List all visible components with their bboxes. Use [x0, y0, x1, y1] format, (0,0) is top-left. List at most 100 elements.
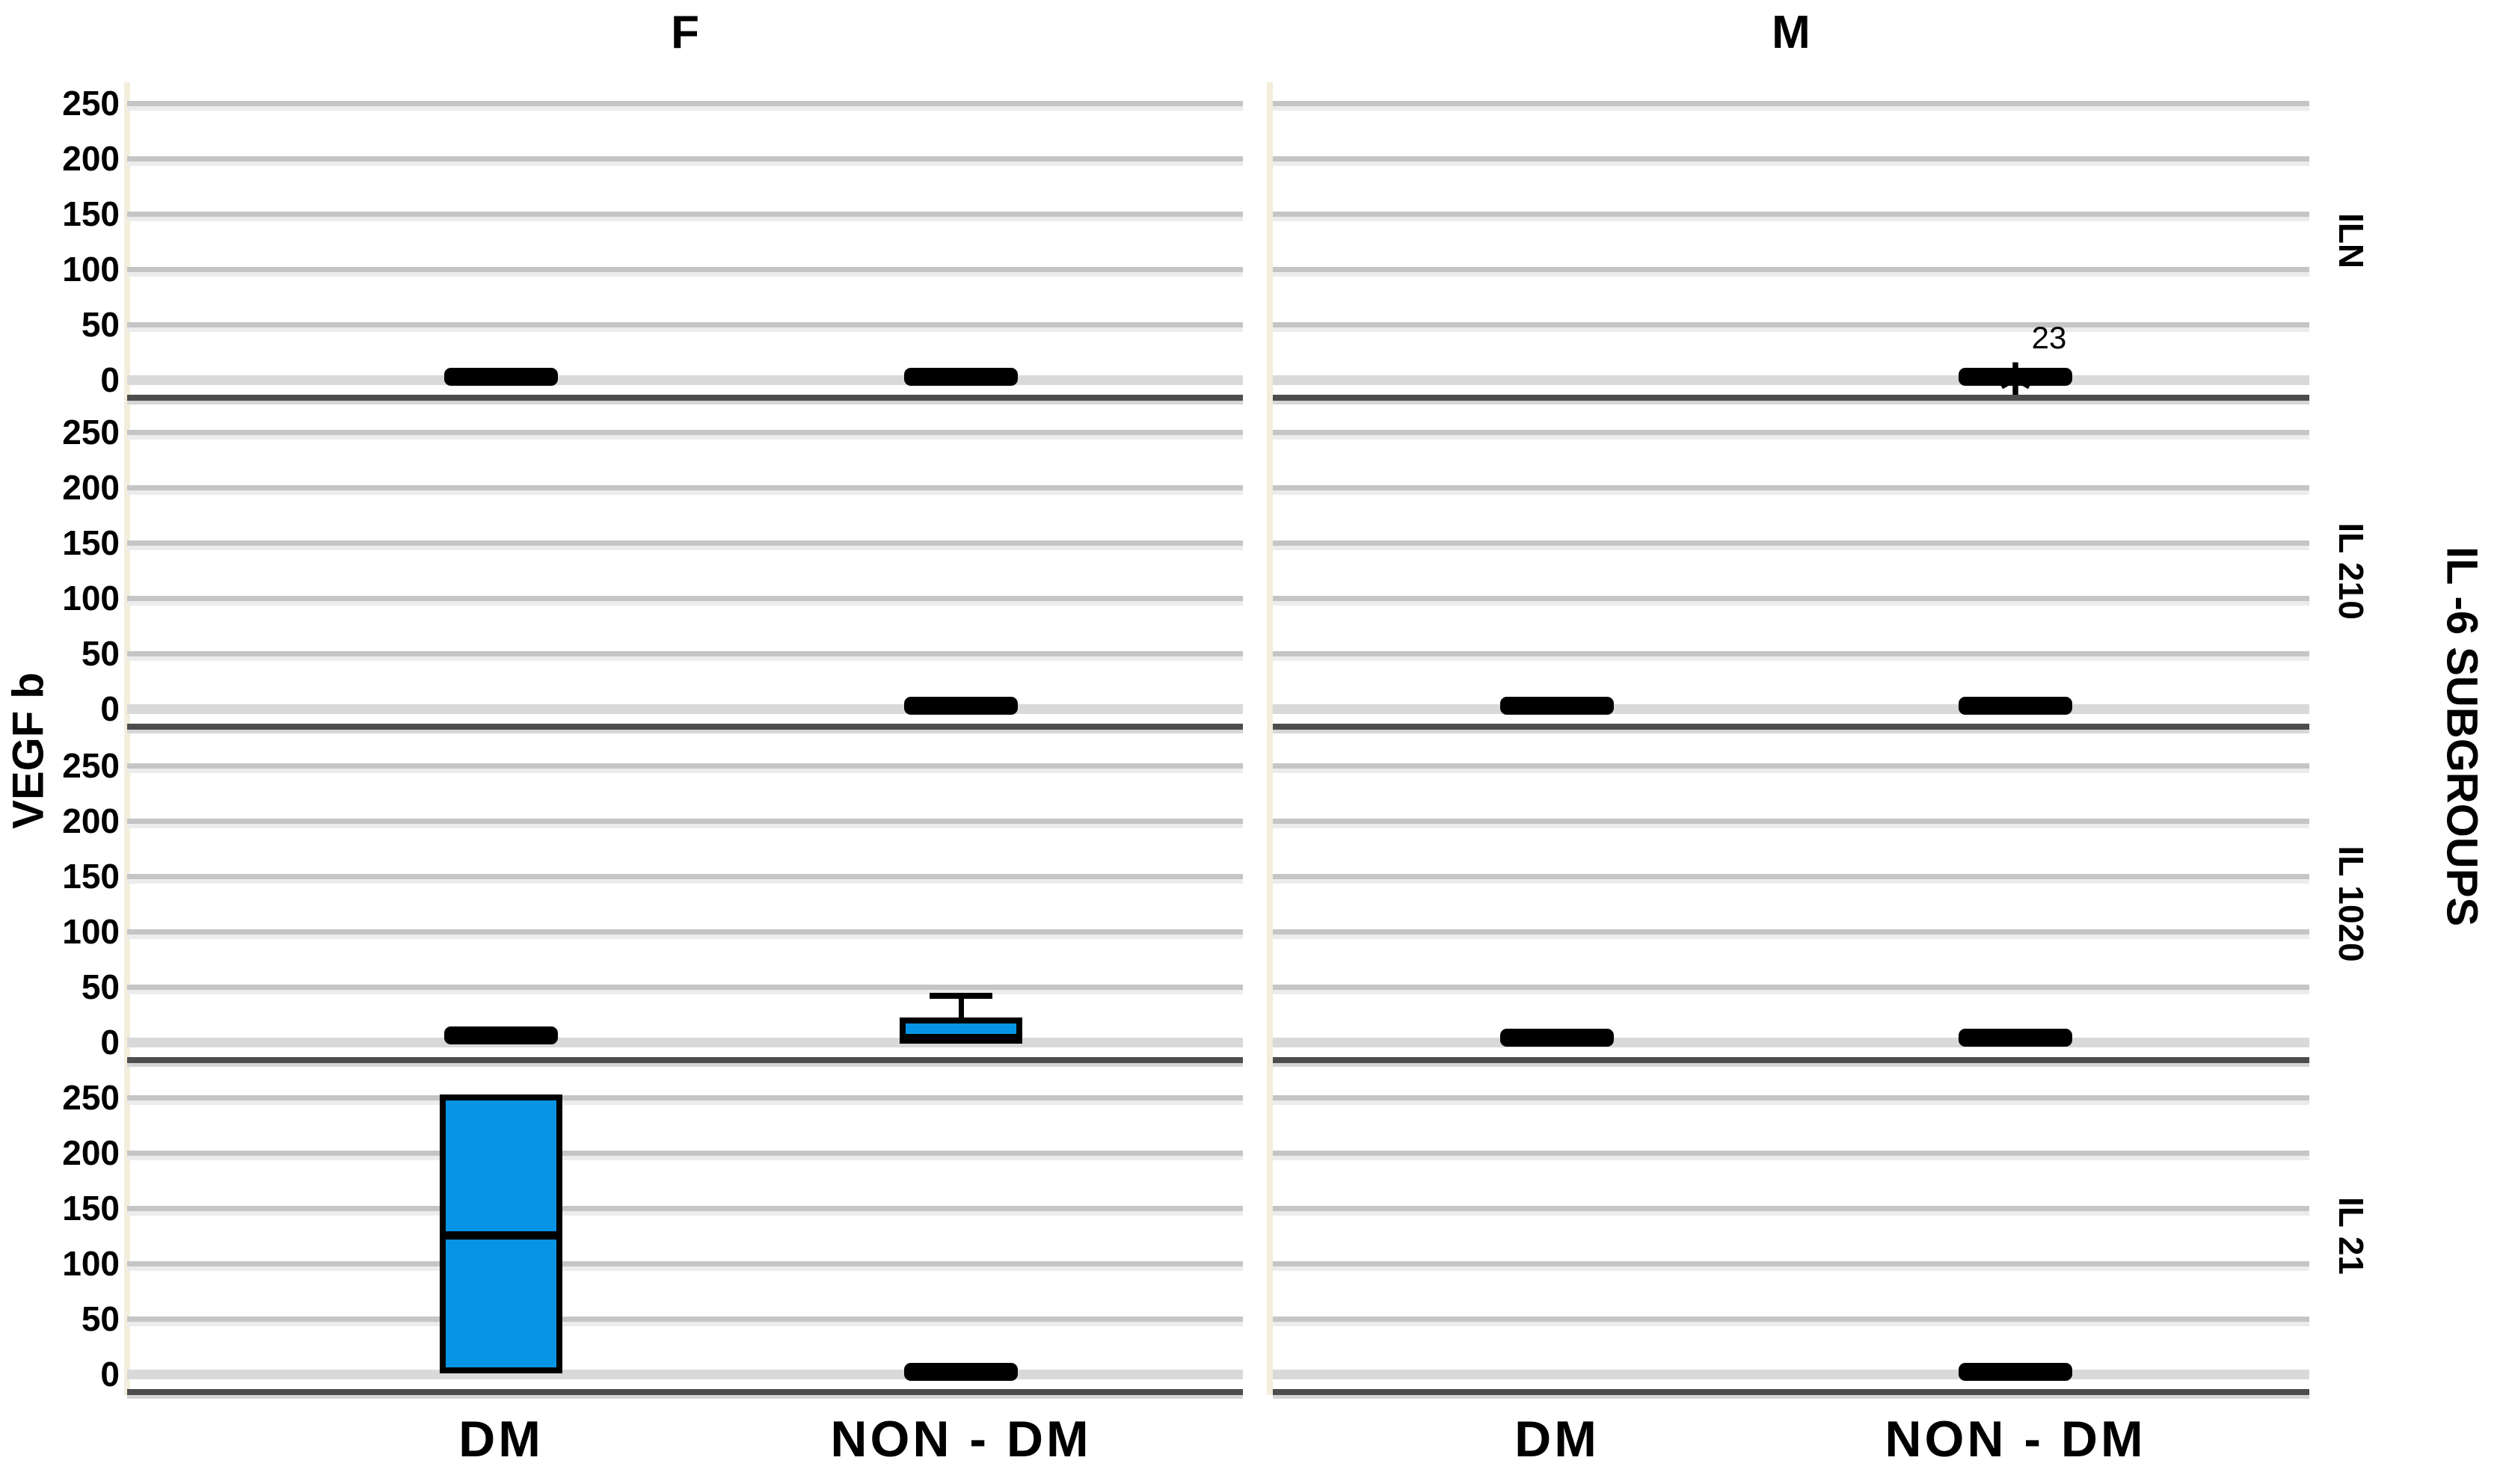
y-tick-label: 0	[100, 360, 120, 399]
upper-whisker	[959, 995, 964, 1018]
y-tick-label: 200	[62, 468, 120, 507]
x-axis-line	[1273, 1057, 2309, 1063]
panel-divider	[1267, 82, 1273, 1395]
boxplot-collapsed-box	[904, 367, 1018, 386]
gridline	[1273, 596, 2309, 601]
gridline	[1273, 485, 2309, 490]
zero-gridline	[127, 1370, 1243, 1379]
boxplot-collapsed-box	[1959, 1363, 2072, 1382]
y-tick-label: 100	[62, 250, 120, 289]
x-axis-line	[127, 395, 1243, 401]
gridline	[127, 929, 1243, 935]
zero-gridline	[127, 704, 1243, 714]
gridline	[127, 322, 1243, 327]
boxplot-collapsed-box	[1959, 696, 2072, 715]
column-facet-label-m: M	[1772, 7, 1811, 58]
gridline	[127, 819, 1243, 824]
y-tick-label: 250	[62, 413, 120, 452]
y-tick-label: 0	[100, 1023, 120, 1062]
column-facet-label-f: F	[671, 7, 699, 58]
x-category-label: NON - DM	[1885, 1411, 2146, 1468]
y-tick-label: 250	[62, 84, 120, 123]
row-facet-label-text: IL 210	[2332, 523, 2371, 620]
x-axis-line	[127, 1389, 1243, 1395]
y-tick-label: 100	[62, 1244, 120, 1283]
gridline	[1273, 1261, 2309, 1266]
x-category-label: NON - DM	[830, 1411, 1092, 1468]
boxplot-collapsed-box	[444, 1026, 558, 1045]
y-axis-baseline	[124, 82, 130, 1395]
gridline	[127, 596, 1243, 601]
zero-gridline	[1273, 1370, 2309, 1379]
y-tick-label: 100	[62, 579, 120, 618]
row-facet-label-text: ILN	[2332, 212, 2371, 269]
boxplot-collapsed-box	[904, 696, 1018, 715]
boxplot-collapsed-box	[444, 367, 558, 386]
y-tick-label: 100	[62, 912, 120, 951]
gridline	[1273, 985, 2309, 990]
y-tick-label: 150	[62, 523, 120, 562]
zero-gridline	[1273, 704, 2309, 714]
gridline	[127, 985, 1243, 990]
median-line	[900, 1035, 1022, 1044]
y-tick-label: 200	[62, 1133, 120, 1172]
x-axis-line	[1273, 395, 2309, 401]
gridline	[1273, 430, 2309, 435]
gridline	[127, 1151, 1243, 1156]
y-tick-label: 50	[81, 1299, 120, 1338]
y-tick-label: 50	[81, 967, 120, 1006]
boxplot-collapsed-box	[1959, 367, 2072, 386]
zero-gridline	[1273, 1038, 2309, 1047]
row-facet-label-text: IL 21	[2332, 1197, 2371, 1275]
gridline	[127, 1261, 1243, 1266]
outlier-marker: ∗	[1994, 348, 2036, 404]
gridline	[127, 651, 1243, 656]
gridline	[127, 101, 1243, 106]
gridline	[1273, 651, 2309, 656]
boxplot-collapsed-box	[1959, 1029, 2072, 1047]
gridline	[1273, 1317, 2309, 1322]
median-line	[440, 1231, 562, 1240]
gridline	[1273, 1206, 2309, 1211]
gridline	[127, 430, 1243, 435]
gridline	[1273, 1095, 2309, 1100]
y-tick-label: 150	[62, 1189, 120, 1228]
x-category-label: DM	[458, 1411, 544, 1468]
x-axis-line	[127, 1057, 1243, 1063]
boxplot-collapsed-box	[904, 1363, 1018, 1382]
gridline	[127, 156, 1243, 161]
gridline	[1273, 929, 2309, 935]
outlier-label: 23	[2031, 320, 2067, 355]
zero-gridline	[127, 1038, 1243, 1047]
y-tick-label: 0	[100, 1355, 120, 1394]
gridline	[127, 874, 1243, 879]
gridline	[1273, 267, 2309, 272]
gridline	[127, 763, 1243, 769]
gridline	[1273, 322, 2309, 327]
gridline	[1273, 819, 2309, 824]
boxplot-collapsed-box	[1500, 1029, 1614, 1047]
y-tick-label: 50	[81, 305, 120, 344]
gridline	[127, 1317, 1243, 1322]
y-tick-label: 150	[62, 857, 120, 896]
y-tick-label: 200	[62, 139, 120, 178]
x-axis-line	[127, 724, 1243, 730]
gridline	[127, 485, 1243, 490]
gridline	[127, 541, 1243, 546]
gridline	[1273, 1151, 2309, 1156]
gridline	[127, 1206, 1243, 1211]
gridline	[127, 267, 1243, 272]
y-tick-label: 0	[100, 689, 120, 728]
upper-whisker-cap	[930, 992, 992, 999]
y-tick-label: 200	[62, 801, 120, 840]
x-category-label: DM	[1514, 1411, 1600, 1468]
gridline	[1273, 874, 2309, 879]
y-tick-label: 250	[62, 1078, 120, 1117]
boxplot-collapsed-box	[1500, 696, 1614, 715]
y-tick-label: 50	[81, 634, 120, 673]
zero-gridline	[1273, 375, 2309, 385]
row-facet-label-text: IL 1020	[2332, 846, 2371, 962]
y-tick-label: 150	[62, 194, 120, 233]
y-tick-label: 250	[62, 746, 120, 785]
x-axis-line	[1273, 724, 2309, 730]
